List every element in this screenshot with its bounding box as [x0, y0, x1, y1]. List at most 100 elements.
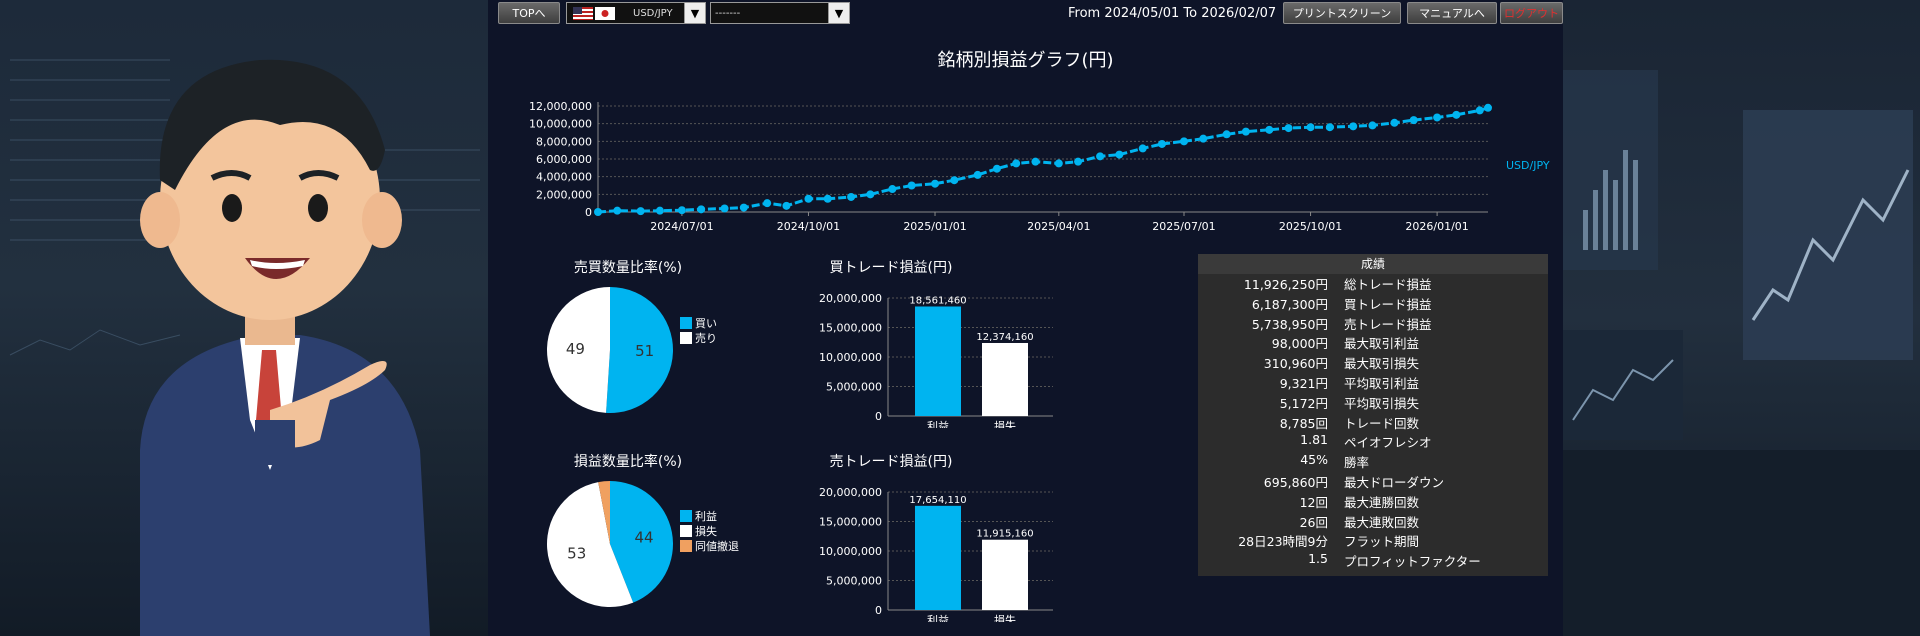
legend-label: 損失 — [695, 524, 717, 538]
x-tick-label: 2025/10/01 — [1279, 220, 1342, 233]
us-flag-icon — [573, 6, 593, 20]
result-value: 310,960円 — [1263, 356, 1328, 372]
pie1-title: 売買数量比率(%) — [573, 260, 683, 276]
y-tick-label: 5,000,000 — [826, 381, 882, 394]
pie-slice-label: 44 — [634, 529, 653, 547]
results-table: 成績 11,926,250円 総トレード損益 6,187,300円 買トレード損益 5,… — [1198, 254, 1548, 576]
data-point — [1138, 144, 1147, 153]
legend-swatch — [680, 331, 692, 344]
filter-select[interactable]: ------- ▼ — [710, 2, 850, 24]
data-point — [1475, 106, 1484, 115]
data-point — [677, 206, 686, 215]
x-tick-label: 2024/07/01 — [650, 220, 713, 233]
y-tick-label: 10,000,000 — [819, 545, 882, 558]
legend-swatch — [680, 524, 692, 537]
data-point — [720, 204, 729, 213]
results-row: 1.81 ペイオフレシオ — [1198, 432, 1548, 452]
data-point — [1452, 110, 1461, 119]
x-tick-label: 2025/07/01 — [1152, 220, 1215, 233]
result-value: 12回 — [1299, 494, 1328, 510]
pie-slice — [598, 481, 610, 544]
data-point — [636, 207, 645, 216]
data-point — [1074, 157, 1083, 166]
bar — [982, 342, 1028, 416]
pie-slice — [610, 481, 673, 603]
analysis-panel: TOPへ USD/JPY ▼ ------- ▼ From 2024/05/01… — [488, 0, 1563, 636]
results-row: 1.5 プロフィットファクター — [1198, 551, 1548, 571]
y-tick-label: 6,000,000 — [536, 153, 592, 166]
result-value: 9,321円 — [1279, 375, 1328, 391]
chevron-down-icon[interactable]: ▼ — [684, 3, 705, 23]
jp-flag-icon — [595, 6, 615, 20]
results-row: 12回 最大連勝回数 — [1198, 492, 1548, 512]
result-label: 最大ドローダウン — [1344, 474, 1445, 490]
y-tick-label: 15,000,000 — [819, 322, 882, 335]
filter-select-value: ------- — [715, 7, 741, 19]
result-label: 最大取引損失 — [1344, 356, 1420, 372]
bar — [982, 539, 1028, 610]
result-label: フラット期間 — [1344, 534, 1420, 550]
results-row: 310,960円 最大取引損失 — [1198, 353, 1548, 373]
symbol-select-value: USD/JPY — [633, 7, 673, 19]
y-tick-label: 20,000,000 — [819, 486, 882, 499]
data-point — [594, 208, 602, 216]
result-label: ペイオフレシオ — [1344, 435, 1432, 451]
result-value: 8,785回 — [1279, 415, 1328, 431]
y-tick-label: 15,000,000 — [819, 516, 882, 529]
data-point — [950, 176, 959, 185]
result-value: 1.5 — [1308, 551, 1328, 567]
legend-label: 売り — [695, 331, 717, 345]
bar-value-label: 18,561,460 — [909, 295, 966, 306]
buy-trade-bar-chart: 20,000,000 15,000,000 10,000,000 5,000,000 0… — [819, 292, 1053, 428]
symbol-select[interactable]: USD/JPY ▼ — [566, 2, 706, 24]
date-range: From 2024/05/01 To 2026/02/07 — [1068, 6, 1277, 21]
data-point — [697, 205, 706, 214]
x-tick-label: 利益 — [927, 613, 949, 622]
x-tick-label: 損失 — [994, 613, 1016, 622]
result-value: 98,000円 — [1271, 336, 1328, 352]
result-label: 買トレード損益 — [1344, 296, 1432, 312]
top-button[interactable]: TOPへ — [498, 2, 560, 24]
pie-slice — [547, 482, 634, 607]
pie-slice — [606, 287, 673, 413]
y-tick-label: 5,000,000 — [826, 575, 882, 588]
data-point — [613, 206, 622, 215]
data-point — [804, 194, 813, 203]
bar-value-label: 11,915,160 — [976, 529, 1033, 540]
y-tick-label: 12,000,000 — [529, 100, 592, 113]
mascot-illustration — [9, 59, 480, 636]
results-header: 成績 — [1198, 254, 1548, 274]
bar-value-label: 17,654,110 — [909, 495, 966, 506]
print-screen-button[interactable]: プリントスクリーン — [1283, 2, 1401, 24]
results-row: 9,321円 平均取引利益 — [1198, 373, 1548, 393]
y-tick-label: 2,000,000 — [536, 188, 592, 201]
legend-label: 買い — [695, 316, 717, 330]
bar — [915, 505, 961, 610]
pie1-legend: 買い 売り — [680, 315, 717, 345]
data-point — [1368, 121, 1377, 130]
logout-button[interactable]: ログアウト — [1500, 2, 1563, 24]
manual-button[interactable]: マニュアルへ — [1407, 2, 1497, 24]
result-label: プロフィットファクター — [1344, 554, 1481, 570]
data-point — [1284, 124, 1293, 133]
pie-slice-label: 53 — [567, 545, 586, 563]
results-row: 11,926,250円 総トレード損益 — [1198, 274, 1548, 294]
chevron-down-icon[interactable]: ▼ — [828, 3, 849, 23]
data-point — [1115, 150, 1124, 159]
data-point — [1012, 159, 1021, 168]
legend-item: 利益 — [680, 508, 739, 523]
data-point — [1265, 125, 1274, 134]
sell-trade-bar-chart: 20,000,000 15,000,000 10,000,000 5,000,000 0… — [819, 486, 1053, 622]
data-point — [782, 201, 791, 210]
results-row: 26回 最大連敗回数 — [1198, 512, 1548, 532]
result-label: 平均取引損失 — [1344, 395, 1420, 411]
y-tick-label: 10,000,000 — [819, 351, 882, 364]
result-value: 5,738,950円 — [1251, 316, 1328, 332]
x-tick-label: 2024/10/01 — [777, 220, 840, 233]
data-point — [1054, 159, 1063, 168]
data-point — [1222, 130, 1231, 139]
data-point — [1433, 113, 1442, 122]
toolbar: TOPへ USD/JPY ▼ ------- ▼ From 2024/05/01… — [488, 0, 1563, 26]
pie-slice — [546, 287, 610, 413]
pie-slice-label: 49 — [566, 340, 585, 358]
